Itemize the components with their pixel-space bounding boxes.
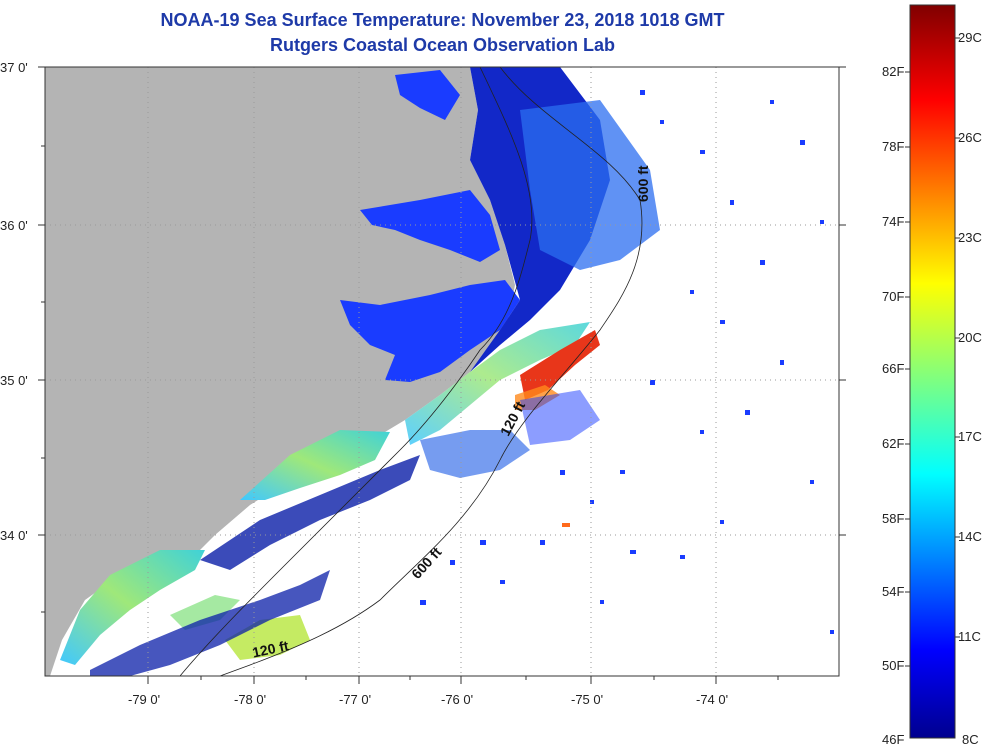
lon-label: -77 0' <box>339 692 371 707</box>
colorbar-c-label: 29C <box>958 30 982 45</box>
colorbar-c-label: 20C <box>958 330 982 345</box>
lat-label: 35 0' <box>0 373 28 388</box>
lon-label: -76 0' <box>441 692 473 707</box>
lat-label: 34 0' <box>0 528 28 543</box>
colorbar <box>909 4 956 739</box>
colorbar-f-label: 82F <box>882 64 904 79</box>
colorbar-f-label: 54F <box>882 584 904 599</box>
sound-water <box>360 190 500 262</box>
colorbar-f-label: 58F <box>882 511 904 526</box>
colorbar-c-label: 26C <box>958 130 982 145</box>
shelf-water <box>240 430 390 500</box>
colorbar-c-label: 17C <box>958 429 982 444</box>
lat-label: 36 0' <box>0 218 28 233</box>
contour-label-120ft: 120 ft <box>251 637 290 660</box>
bathymetry-contours <box>179 67 643 676</box>
lon-label: -78 0' <box>234 692 266 707</box>
colorbar-c-label: 11C <box>958 629 981 644</box>
shelf-water <box>225 615 310 660</box>
cool-water-patch <box>420 430 530 478</box>
map-title: NOAA-19 Sea Surface Temperature: Novembe… <box>160 10 725 30</box>
colorbar-f-label: 66F <box>882 361 904 376</box>
scattered-sst-pixels <box>420 90 834 634</box>
sound-water <box>395 70 460 120</box>
cool-water-patch <box>520 390 600 445</box>
lon-label: -79 0' <box>128 692 160 707</box>
axis-ticks <box>38 66 846 684</box>
colorbar-f-ticks <box>905 71 910 667</box>
colorbar-f-label: 78F <box>882 139 904 154</box>
shelf-water <box>170 595 240 630</box>
colorbar-f-label: 70F <box>882 289 904 304</box>
warm-water-pixel <box>562 523 570 527</box>
lon-label: -74 0' <box>696 692 728 707</box>
gulf-stream-front <box>520 330 600 400</box>
map-subtitle: Rutgers Coastal Ocean Observation Lab <box>269 35 616 55</box>
colorbar-f-label: 74F <box>882 214 904 229</box>
lat-label: 37 0' <box>0 60 28 75</box>
cool-water-patch <box>200 455 420 570</box>
colorbar-f-label: 62F <box>882 436 904 451</box>
contour-label-600ft: 600 ft <box>635 165 651 202</box>
nearshore-water <box>520 100 660 270</box>
colorbar-f-label: 46F <box>882 732 904 747</box>
lon-label: -75 0' <box>571 692 603 707</box>
map-frame <box>44 66 840 677</box>
colorbar-c-label: 14C <box>958 529 982 544</box>
colorbar-c-label: 23C <box>958 230 982 245</box>
minor-ticks <box>41 145 779 680</box>
cool-water-patch <box>90 570 330 676</box>
colorbar-c-ticks <box>955 37 960 638</box>
shelf-water <box>405 322 590 445</box>
shelf-water <box>60 550 205 665</box>
colorbar-f-label: 50F <box>882 658 904 673</box>
colorbar-c-label: 8C <box>962 732 979 747</box>
sound-water <box>340 280 520 382</box>
